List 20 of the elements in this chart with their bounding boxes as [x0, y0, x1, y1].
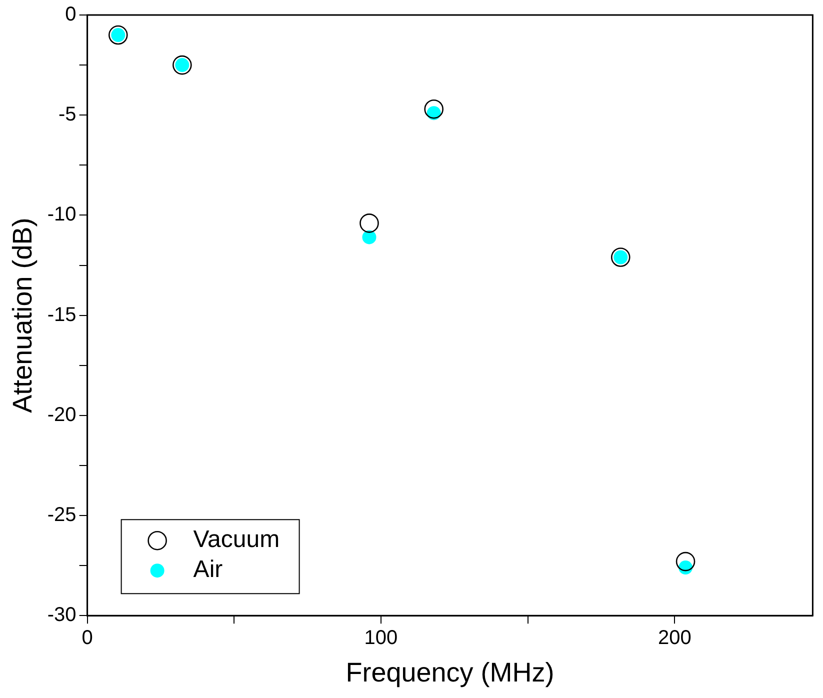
y-tick-label: -20 [47, 404, 76, 426]
legend-label: Air [193, 556, 223, 584]
y-tick-label: -30 [47, 604, 76, 626]
point [360, 214, 379, 233]
y-tick-label: -25 [47, 504, 76, 526]
y-tick-label: -5 [58, 104, 76, 126]
x-tick-label: 200 [658, 627, 692, 650]
point [610, 248, 630, 267]
y-axis-title: Attenuation (dB) [8, 218, 38, 413]
y-tick-label: 0 [65, 4, 76, 26]
point [424, 99, 444, 119]
y-tick-label: -15 [47, 304, 76, 326]
x-tick-label: 100 [364, 627, 398, 650]
point [362, 230, 376, 244]
legend-label: Vacuum [193, 526, 280, 554]
y-tick-label: -10 [47, 204, 76, 226]
point [676, 552, 696, 572]
x-axis-title: Frequency (MHz) [346, 657, 554, 688]
point [172, 55, 192, 75]
x-tick-label: 0 [82, 627, 93, 650]
